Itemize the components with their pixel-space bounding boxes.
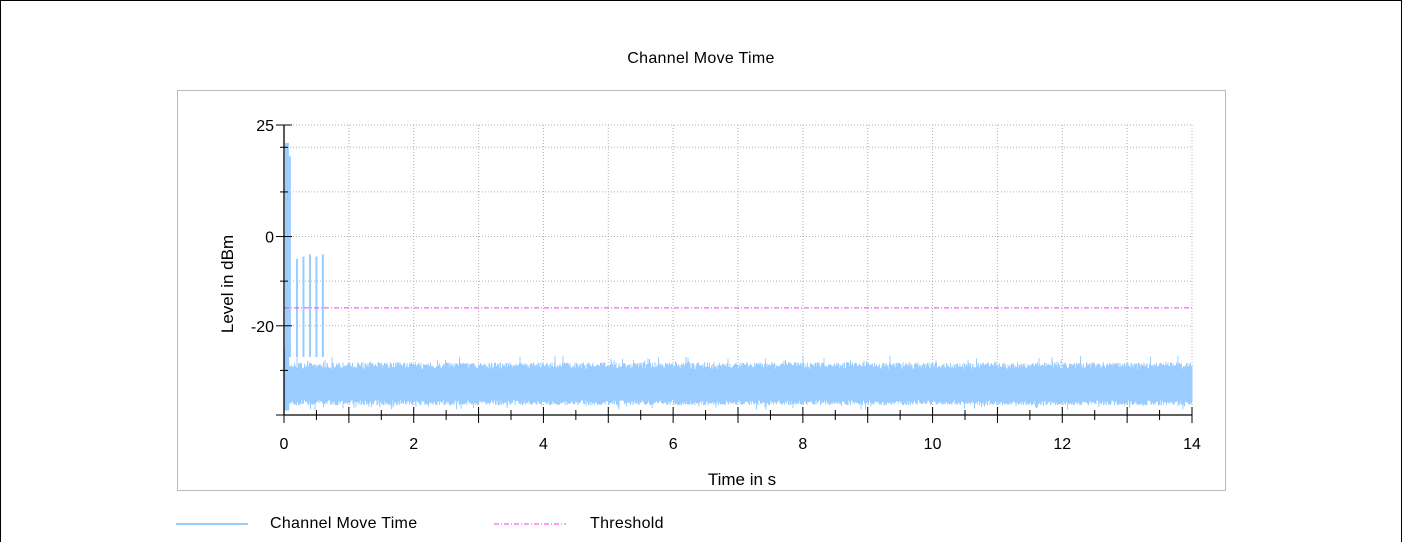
chart-title: Channel Move Time	[627, 50, 775, 67]
legend-item-signal: Channel Move Time	[176, 514, 417, 534]
y-axis-label: Level in dBm	[218, 235, 237, 333]
y-tick-label: 0	[265, 230, 274, 247]
plot-panel	[177, 90, 1226, 491]
legend-label-signal: Channel Move Time	[270, 515, 418, 532]
signal-initial-block	[284, 348, 290, 411]
x-tick-label: 8	[798, 436, 807, 453]
x-tick-label: 0	[280, 436, 289, 453]
x-axis-label: Time in s	[708, 470, 776, 489]
signal-noise-floor	[283, 355, 1193, 410]
x-tick-label: 14	[1183, 436, 1201, 453]
x-tick-label: 12	[1053, 436, 1071, 453]
x-tick-label: 2	[409, 436, 418, 453]
signal-series	[283, 142, 1193, 411]
legend-swatch-threshold	[494, 523, 566, 525]
y-tick-label: -20	[251, 319, 274, 336]
legend-item-threshold: Threshold	[494, 514, 664, 534]
ticks: 0 2 4 6 8 10 12 14 25 0 -20	[251, 118, 1201, 453]
y-tick-label: 25	[256, 118, 274, 135]
legend-label-threshold: Threshold	[590, 515, 664, 532]
x-tick-label: 6	[669, 436, 678, 453]
x-tick-label: 4	[539, 436, 548, 453]
x-tick-label: 10	[924, 436, 942, 453]
legend-swatch-signal	[176, 523, 248, 525]
